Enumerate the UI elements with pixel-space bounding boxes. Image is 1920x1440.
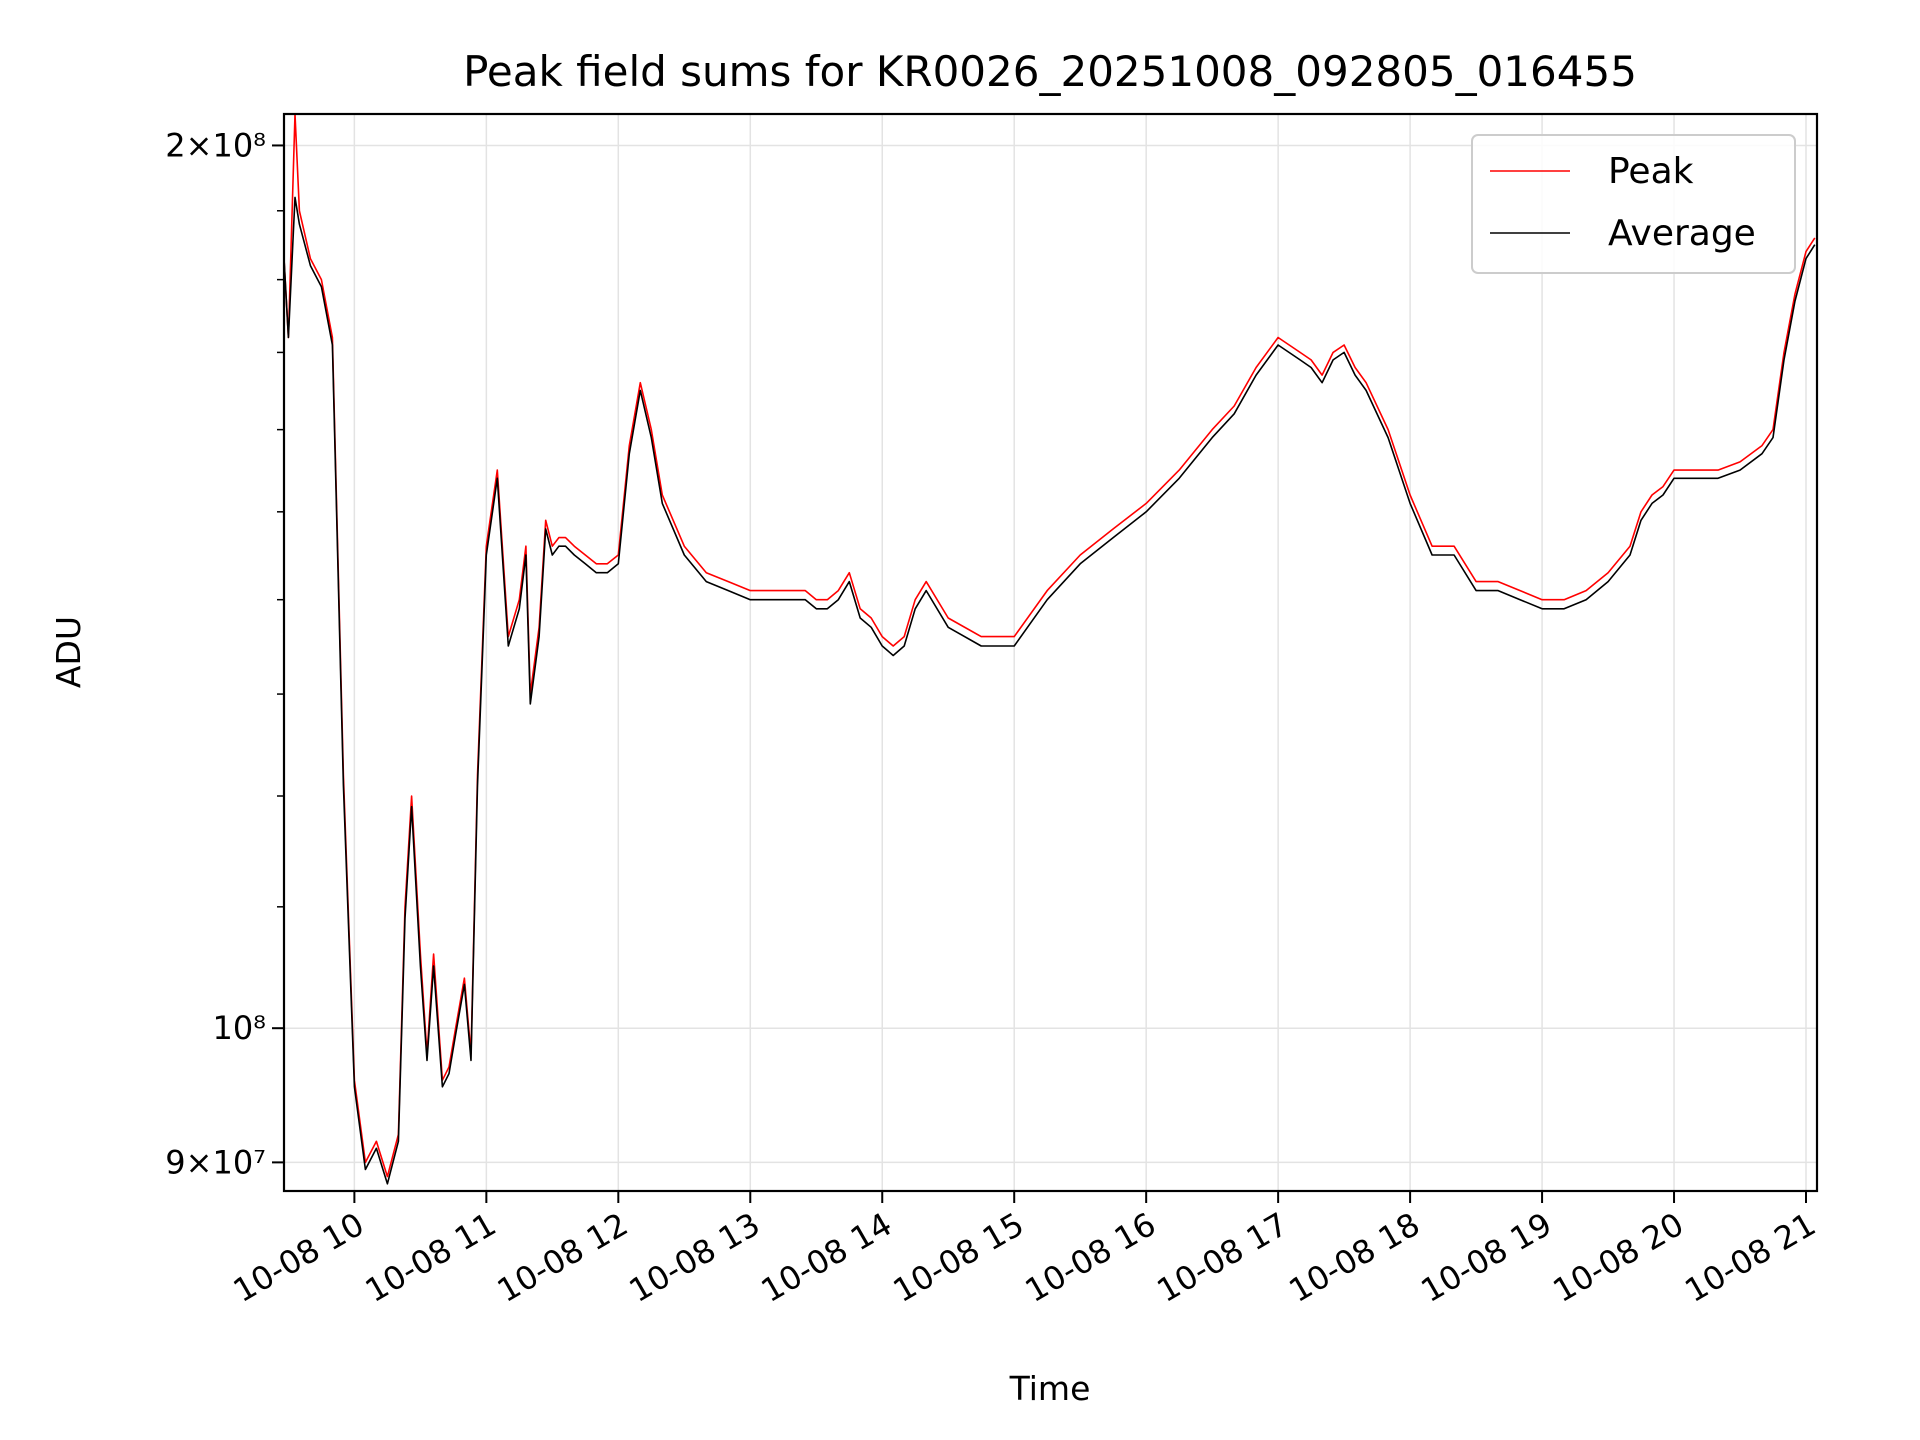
series-layer — [283, 113, 1816, 1185]
y-tick-label: 2×10⁸ — [165, 126, 266, 164]
y-axis: 2×10⁸ 10⁸ 9×10⁷ — [165, 126, 284, 1181]
legend-box — [1471, 134, 1796, 274]
y-tick-label: 9×10⁷ — [165, 1143, 266, 1181]
x-axis-label: Time — [1009, 1369, 1091, 1408]
series-line-average — [283, 196, 1816, 1185]
chart-title: Peak field sums for KR0026_20251008_0928… — [463, 47, 1637, 96]
y-tick-label: 10⁸ — [212, 1009, 266, 1047]
plot-frame — [282, 112, 1819, 1193]
grid — [284, 114, 1817, 1191]
legend-peak-label: Peak — [1608, 151, 1694, 192]
legend-average-label: Average — [1608, 213, 1756, 254]
y-axis-label: ADU — [49, 616, 88, 688]
legend: Peak Average — [1471, 134, 1796, 274]
